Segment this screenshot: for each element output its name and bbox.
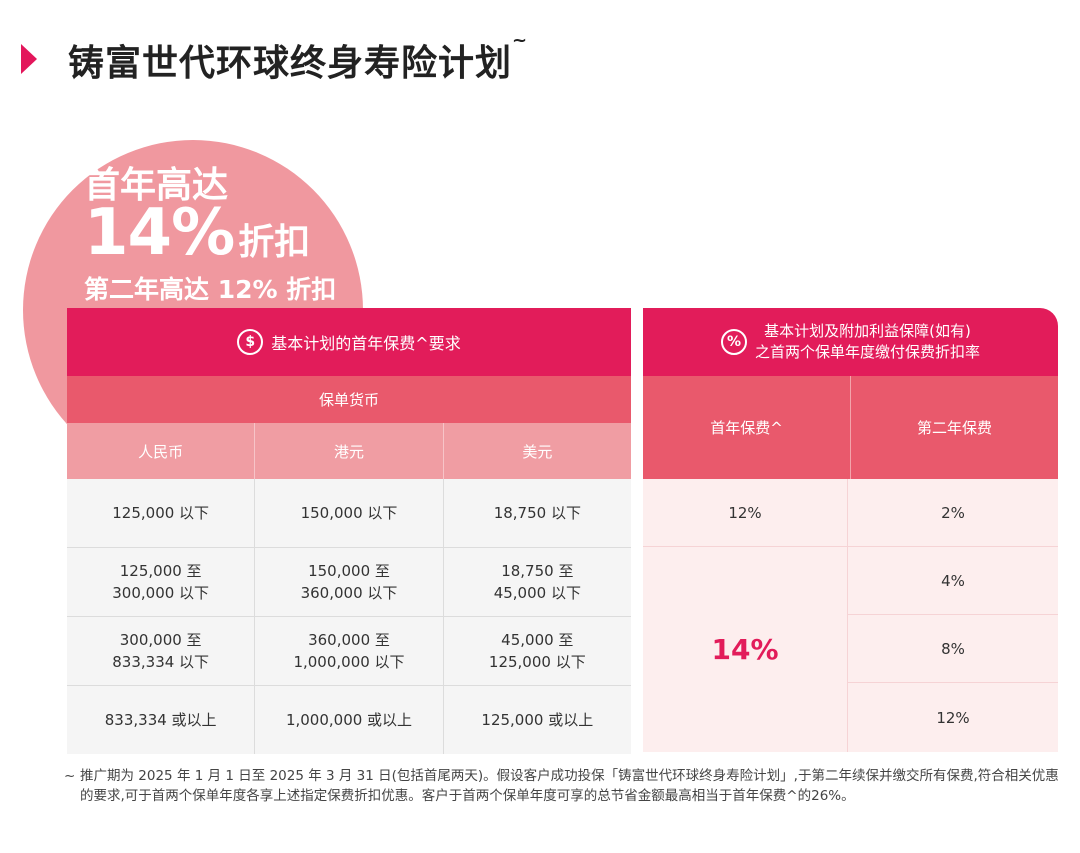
premium-requirement-table: $ 基本计划的首年保费^要求 保单货币 人民币 港元 美元 125,000 以下… (67, 308, 631, 754)
second-year-rate: 2% (848, 479, 1058, 547)
currency-header: 保单货币 (67, 376, 631, 423)
second-year-rate: 12% (936, 709, 970, 727)
promo-line1: 首年高达 (84, 165, 229, 206)
footnote-text: 推广期为 2025 年 1 月 1 日至 2025 年 3 月 31 日(包括首… (80, 768, 1059, 804)
table-cell: 1,000,000 或以上 (255, 686, 444, 754)
rate-values: 12% 14% 2% 4% 8% 12% (643, 479, 1058, 752)
second-year-rate: 8% (848, 615, 1058, 683)
dollar-icon: $ (237, 329, 264, 355)
currency-hkd: 港元 (255, 423, 444, 479)
title-arrow-icon (21, 44, 37, 74)
second-year-premium-header: 第二年保费 (851, 376, 1058, 479)
table-row: 125,000 以下 150,000 以下 18,750 以下 (67, 479, 631, 548)
discount-rate-table: % 基本计划及附加利益保障(如有) 之首两个保单年度缴付保费折扣率 首年保费^ … (643, 308, 1058, 752)
second-year-rate: 4% (848, 547, 1058, 615)
promo-suffix: 折扣 (238, 222, 311, 263)
footnote-mark: ~ (64, 768, 76, 784)
currency-columns: 人民币 港元 美元 (67, 423, 631, 479)
table-row: 125,000 至 300,000 以下 150,000 至 360,000 以下 … (67, 548, 631, 617)
first-year-rate: 12% (643, 479, 848, 547)
percent-icon: % (720, 329, 747, 355)
table-cell: 18,750 至 45,000 以下 (443, 548, 631, 616)
table-cell: 125,000 以下 (67, 479, 256, 547)
title-mark: ~ (512, 30, 529, 51)
requirement-rows: 125,000 以下 150,000 以下 18,750 以下 125,000 … (67, 479, 631, 754)
footnote: ~ 推广期为 2025 年 1 月 1 日至 2025 年 3 月 31 日(包… (64, 766, 1064, 806)
table-cell: 300,000 至 833,334 以下 (67, 617, 256, 685)
discount-rate-title-line2: 之首两个保单年度缴付保费折扣率 (754, 343, 980, 361)
first-year-premium-header: 首年保费^ (643, 376, 851, 479)
discount-rate-title-line1: 基本计划及附加利益保障(如有) (764, 322, 971, 340)
table-cell: 360,000 至 1,000,000 以下 (255, 617, 444, 685)
table-cell: 833,334 或以上 (67, 686, 256, 754)
discount-rate-header: % 基本计划及附加利益保障(如有) 之首两个保单年度缴付保费折扣率 (643, 308, 1058, 376)
table-cell: 125,000 至 300,000 以下 (67, 548, 256, 616)
promo-big-percent: 14% (84, 196, 235, 270)
discount-rate-title: 基本计划及附加利益保障(如有) 之首两个保单年度缴付保费折扣率 (755, 321, 980, 363)
table-row: 300,000 至 833,334 以下 360,000 至 1,000,000 以… (67, 617, 631, 686)
currency-rmb: 人民币 (67, 423, 256, 479)
promo-line3: 第二年高达 12% 折扣 (84, 275, 337, 304)
page-title-text: 铸富世代环球终身寿险计划 (68, 43, 513, 84)
table-cell: 150,000 以下 (255, 479, 444, 547)
table-row: 833,334 或以上 1,000,000 或以上 125,000 或以上 (67, 686, 631, 754)
table-cell: 150,000 至 360,000 以下 (255, 548, 444, 616)
premium-requirement-title: 基本计划的首年保费^要求 (271, 334, 461, 353)
currency-usd: 美元 (443, 423, 631, 479)
page-title: 铸富世代环球终身寿险计划~ (68, 30, 528, 86)
table-cell: 45,000 至 125,000 以下 (443, 617, 631, 685)
promo-line2: 14% 折扣 (84, 196, 310, 270)
premium-requirement-header: $ 基本计划的首年保费^要求 (67, 308, 631, 376)
first-year-rate-highlight: 14% (643, 547, 848, 752)
rate-column-headers: 首年保费^ 第二年保费 (643, 376, 1058, 479)
table-cell: 18,750 以下 (443, 479, 631, 547)
table-cell: 125,000 或以上 (443, 686, 631, 754)
